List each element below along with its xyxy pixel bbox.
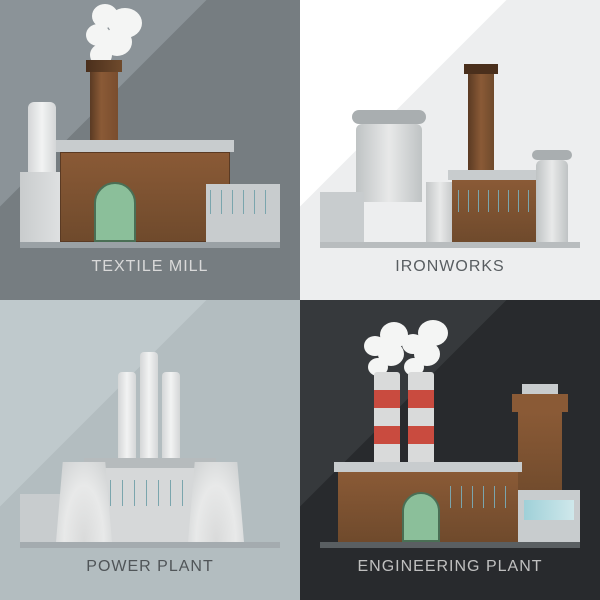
caption-engineering-plant: ENGINEERING PLANT — [357, 558, 542, 576]
side-pipe — [28, 102, 56, 172]
panel-engineering-plant: ENGINEERING PLANT — [300, 300, 600, 600]
small-tank — [536, 160, 568, 242]
cooling-tower — [56, 462, 112, 542]
tank-top — [532, 150, 572, 160]
chimney-cap — [464, 64, 498, 74]
tower-cap — [522, 384, 558, 394]
roof — [56, 140, 234, 152]
annex-windows — [210, 190, 276, 214]
caption-textile-mill: TEXTILE MILL — [92, 258, 209, 276]
ironworks-illustration — [320, 42, 580, 242]
arched-door — [94, 182, 136, 242]
roof — [448, 170, 542, 180]
ground-line — [320, 242, 580, 248]
panel-power-plant: POWER PLANT — [0, 300, 300, 600]
tank-top — [352, 110, 426, 124]
main-building — [60, 152, 230, 242]
windows — [98, 480, 202, 506]
windows — [458, 190, 532, 212]
cooling-tower — [188, 462, 244, 542]
panel-textile-mill: TEXTILE MILL — [0, 0, 300, 300]
power-plant-illustration — [20, 342, 280, 542]
tower-top — [512, 394, 568, 412]
small-building — [320, 192, 364, 242]
textile-mill-illustration — [20, 42, 280, 242]
roof — [334, 462, 522, 472]
small-tank — [426, 182, 454, 242]
ground-line — [20, 242, 280, 248]
arched-door — [402, 492, 440, 542]
caption-power-plant: POWER PLANT — [86, 558, 213, 576]
caption-ironworks: IRONWORKS — [395, 258, 504, 276]
brick-tower — [518, 412, 562, 502]
panel-ironworks: IRONWORKS — [300, 0, 600, 300]
ground-line — [320, 542, 580, 548]
windows — [450, 486, 510, 508]
engineering-plant-illustration — [320, 342, 580, 542]
chimney-cap — [86, 60, 122, 72]
storage-tank — [356, 124, 422, 202]
annex-windows — [524, 500, 574, 520]
ground-line — [20, 542, 280, 548]
smoke-icon — [80, 0, 150, 66]
smoke-icon — [396, 316, 456, 376]
